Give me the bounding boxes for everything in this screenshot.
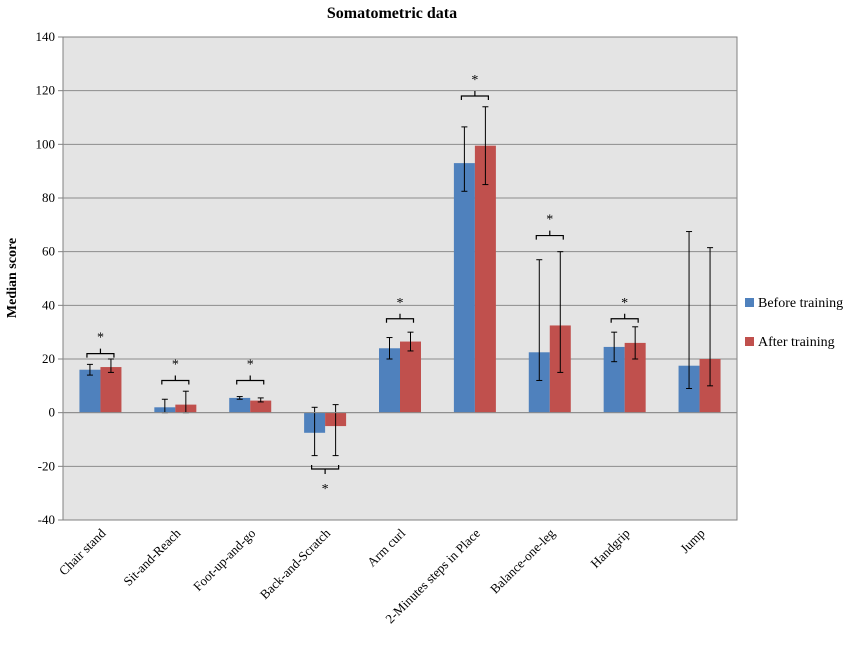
significance-star: * xyxy=(97,331,104,346)
bar-after-training xyxy=(624,342,646,413)
bar-before-training xyxy=(603,346,625,413)
y-tick-label: -40 xyxy=(38,512,55,527)
legend-label-before: Before training xyxy=(758,296,843,311)
significance-star: * xyxy=(397,296,404,311)
x-category-label: Back-and-Scratch xyxy=(257,525,334,602)
chart-title: Somatometric data xyxy=(327,5,457,22)
bar-before-training xyxy=(79,369,101,413)
legend-swatch-before xyxy=(745,298,754,307)
significance-star: * xyxy=(546,213,553,228)
y-tick-label: 20 xyxy=(42,351,55,366)
legend-label-after: After training xyxy=(758,335,835,350)
y-tick-label: 60 xyxy=(42,244,55,259)
legend: Before training After training xyxy=(745,296,843,350)
x-category-label: Chair stand xyxy=(56,525,109,578)
bar-after-training xyxy=(100,367,122,413)
bar-before-training xyxy=(379,348,400,413)
legend-swatch-after xyxy=(745,337,754,346)
x-category-label: Foot-up-and-go xyxy=(190,526,258,594)
significance-star: * xyxy=(621,296,628,311)
error-bars-layer xyxy=(86,106,714,457)
bar-before-training xyxy=(453,163,475,413)
y-tick-label: -20 xyxy=(38,458,55,473)
significance-bracket xyxy=(385,313,415,323)
x-category-label: Arm curl xyxy=(364,525,408,569)
significance-bracket xyxy=(460,91,489,101)
significance-bracket xyxy=(236,375,265,385)
x-category-label: Jump xyxy=(677,526,708,557)
significance-star: * xyxy=(172,357,179,372)
bar-after-training xyxy=(474,145,496,413)
bar-before-training xyxy=(229,397,251,413)
x-category-label: Handgrip xyxy=(587,526,632,571)
significance-star: * xyxy=(322,482,329,497)
significance-bracket xyxy=(161,375,190,385)
significance-star: * xyxy=(247,357,254,372)
y-axis-label: Median score xyxy=(5,238,20,318)
significance-bracket xyxy=(86,348,115,358)
plot-area xyxy=(62,36,738,521)
y-tick-label: 40 xyxy=(42,297,55,312)
x-category-label: Sit-and-Reach xyxy=(120,525,184,589)
bar-before-training xyxy=(678,365,700,413)
significance-bracket xyxy=(311,465,340,475)
y-tick-label: 120 xyxy=(36,83,56,98)
y-tick-label: 80 xyxy=(42,190,55,205)
x-category-label: Balance-one-leg xyxy=(487,525,558,596)
significance-star: * xyxy=(471,73,478,88)
y-tick-label: 140 xyxy=(36,29,56,44)
bar-before-training xyxy=(528,352,550,413)
bar-after-training xyxy=(400,341,421,413)
significance-bracket xyxy=(610,313,639,323)
significance-layer: * * * * * * * * xyxy=(86,73,639,497)
y-tick-label: 0 xyxy=(49,405,56,420)
significance-bracket xyxy=(535,230,564,240)
bar-after-training xyxy=(250,400,272,413)
y-tick-label: 100 xyxy=(36,136,56,151)
